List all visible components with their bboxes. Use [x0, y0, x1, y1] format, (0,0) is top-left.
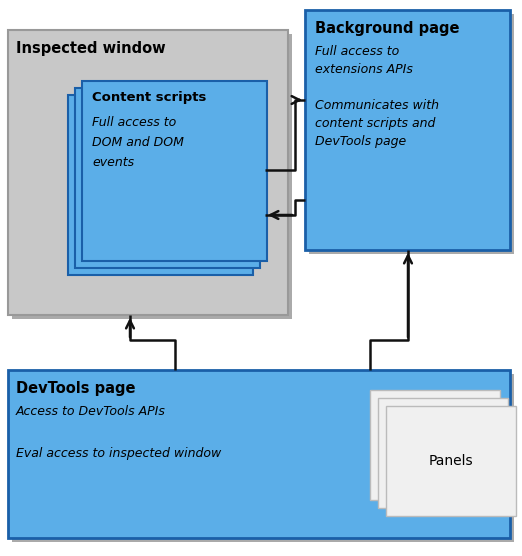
- Bar: [12, 34, 292, 319]
- Bar: [386, 406, 516, 516]
- Text: Panels: Panels: [429, 454, 473, 468]
- Text: Inspected window: Inspected window: [16, 41, 165, 56]
- Bar: [305, 10, 510, 250]
- Bar: [378, 398, 508, 508]
- Text: Full access to
DOM and DOM
events: Full access to DOM and DOM events: [92, 116, 184, 169]
- Bar: [370, 390, 500, 500]
- Bar: [75, 88, 260, 268]
- Bar: [12, 374, 514, 542]
- Bar: [82, 81, 267, 261]
- Text: Full access to
extensions APIs

Communicates with
content scripts and
DevTools p: Full access to extensions APIs Communica…: [315, 45, 439, 148]
- Text: Content scripts: Content scripts: [92, 91, 206, 103]
- Text: DevTools page: DevTools page: [16, 380, 136, 395]
- Bar: [309, 14, 514, 254]
- Bar: [8, 370, 510, 538]
- Bar: [68, 95, 253, 275]
- Bar: [8, 30, 288, 315]
- Text: Access to DevTools APIs

Eval access to inspected window: Access to DevTools APIs Eval access to i…: [16, 405, 221, 460]
- Text: Background page: Background page: [315, 21, 459, 36]
